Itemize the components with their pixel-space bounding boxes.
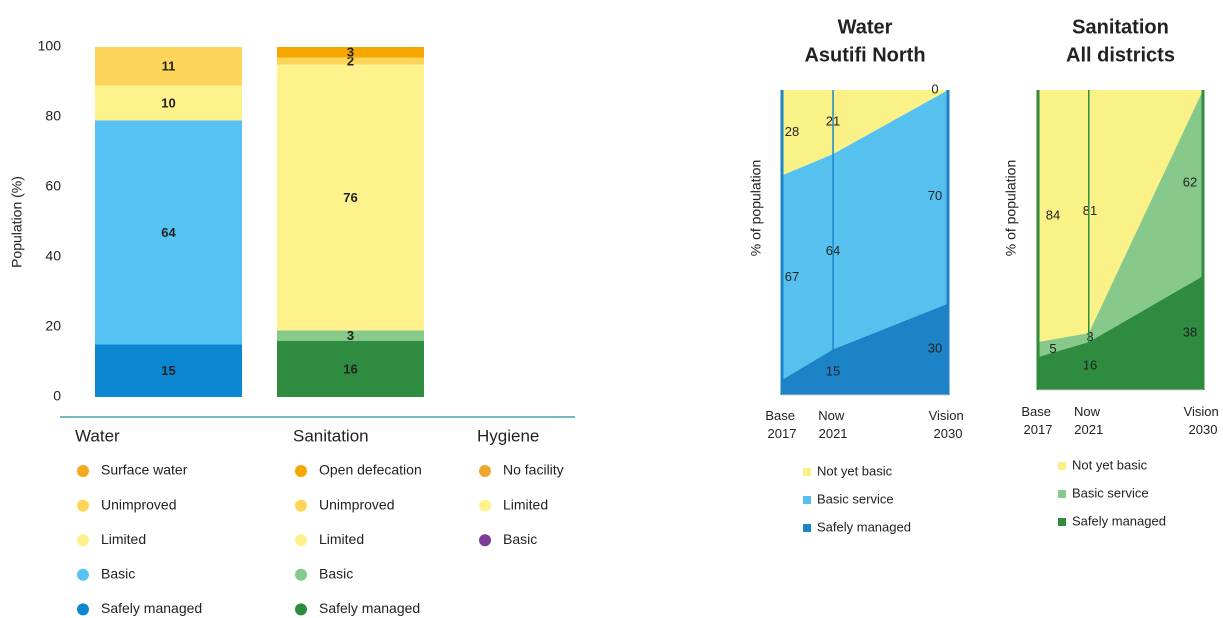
area-value-label: 3	[1086, 329, 1093, 344]
area-value-label: 16	[1083, 357, 1097, 372]
x-tick-label: Vision 2030	[1184, 404, 1223, 437]
legend-dot	[479, 534, 491, 547]
area-value-label: 0	[931, 81, 938, 96]
legend-dot	[295, 499, 307, 512]
area	[782, 90, 948, 176]
legend-group-title: Hygiene	[477, 426, 539, 445]
legend-label: Basic	[319, 566, 353, 582]
legend-swatch	[803, 496, 811, 504]
y-axis-label: Population (%)	[9, 176, 25, 268]
bar-segment	[95, 47, 242, 86]
legend-label: Limited	[503, 496, 548, 512]
legend-swatch	[1058, 490, 1066, 498]
legend-label: Not yet basic	[1072, 457, 1148, 472]
x-tick-label: Vision 2030	[929, 408, 968, 441]
chart-title: Water	[838, 16, 893, 38]
y-tick-label: 40	[45, 248, 61, 264]
legend-swatch	[803, 524, 811, 532]
bar-value-label: 10	[161, 95, 175, 110]
legend-dot	[77, 499, 89, 512]
legend-label: Basic service	[1072, 485, 1149, 500]
legend-label: Unimproved	[319, 496, 394, 512]
legend-label: Surface water	[101, 462, 188, 478]
area	[782, 303, 948, 395]
bar-segment	[95, 344, 242, 397]
bar-segment	[277, 64, 424, 331]
area-value-label: 28	[785, 124, 799, 139]
legend-label: Basic	[503, 531, 537, 547]
legend-dot	[77, 568, 89, 581]
legend-dot	[295, 465, 307, 477]
legend-label: Safely managed	[1072, 513, 1166, 528]
bar-value-label: 15	[161, 363, 175, 378]
legend-label: Safely managed	[101, 600, 202, 616]
legend-group-title: Sanitation	[293, 426, 369, 445]
y-tick-label: 100	[38, 38, 62, 54]
legend-swatch	[803, 468, 811, 476]
area	[1038, 276, 1203, 390]
area	[1038, 90, 1203, 342]
area-value-label: 30	[928, 341, 942, 356]
area-value-label: 62	[1183, 174, 1197, 189]
chart-subtitle: All districts	[1066, 44, 1175, 66]
legend-swatch	[1058, 518, 1066, 526]
area-value-label: 84	[1046, 207, 1060, 222]
bar-value-label: 2	[347, 53, 354, 68]
y-axis-label: % of population	[1003, 160, 1019, 257]
legend-label: Safely managed	[319, 600, 420, 616]
bar-segment	[95, 85, 242, 121]
legend-label: Unimproved	[101, 496, 176, 512]
legend-dot	[295, 534, 307, 547]
x-tick-label: Base 2017	[765, 408, 798, 441]
legend-dot	[77, 603, 89, 616]
legend-label: No facility	[503, 462, 564, 478]
legend-label: Basic service	[817, 491, 894, 506]
area	[1038, 90, 1203, 357]
bar-segment	[277, 330, 424, 341]
y-axis-label: % of population	[748, 160, 764, 257]
area-value-label: 5	[1049, 341, 1056, 356]
x-tick-label: Now 2021	[818, 408, 848, 441]
bar-segment	[277, 57, 424, 65]
y-tick-label: 0	[53, 388, 61, 404]
legend-dot	[295, 568, 307, 581]
legend-label: Limited	[101, 531, 146, 547]
chart-title: Sanitation	[1072, 16, 1169, 38]
legend-dot	[479, 465, 491, 477]
area-value-label: 70	[928, 188, 942, 203]
legend-swatch	[1058, 462, 1066, 470]
area	[782, 90, 948, 380]
legend-group-title: Water	[75, 426, 120, 445]
area-value-label: 38	[1183, 324, 1197, 339]
area-value-label: 81	[1083, 203, 1097, 218]
bar-value-label: 76	[343, 190, 357, 205]
x-tick-label: Now 2021	[1074, 404, 1104, 437]
bar-segment	[277, 341, 424, 397]
y-tick-label: 20	[45, 318, 61, 334]
y-tick-label: 60	[45, 178, 61, 194]
area-value-label: 67	[785, 269, 799, 284]
legend-dot	[77, 534, 89, 547]
legend-label: Basic	[101, 566, 135, 582]
legend-label: Limited	[319, 531, 364, 547]
bar-value-label: 3	[347, 45, 354, 60]
bar-segment	[277, 47, 424, 58]
legend-label: Open defecation	[319, 462, 422, 478]
legend-label: Safely managed	[817, 519, 911, 534]
bar-value-label: 11	[162, 59, 176, 74]
x-tick-label: Base 2017	[1021, 404, 1054, 437]
bar-segment	[95, 120, 242, 345]
legend-dot	[479, 499, 491, 512]
legend-dot	[77, 465, 89, 477]
y-tick-label: 80	[45, 108, 61, 124]
legend-dot	[295, 603, 307, 616]
chart-subtitle: Asutifi North	[804, 44, 925, 66]
bar-value-label: 3	[347, 328, 354, 343]
bar-value-label: 16	[343, 361, 357, 376]
bar-value-label: 64	[161, 225, 176, 240]
legend-label: Not yet basic	[817, 463, 893, 478]
